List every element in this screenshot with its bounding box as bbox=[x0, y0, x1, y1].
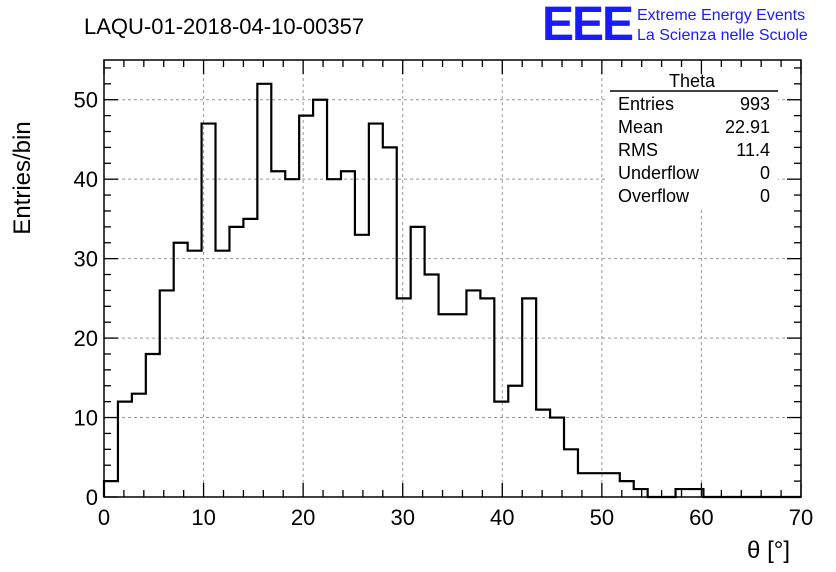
grid-lines bbox=[104, 60, 801, 497]
histogram-bin bbox=[676, 489, 690, 497]
stats-box-title: Theta bbox=[669, 71, 716, 91]
histogram-bin bbox=[243, 219, 257, 497]
histogram-bin bbox=[327, 179, 341, 497]
histogram-bin bbox=[285, 179, 299, 497]
histogram-bin bbox=[508, 386, 522, 497]
histogram-bin bbox=[536, 410, 550, 497]
axis-ticks bbox=[103, 60, 802, 498]
histogram-bin bbox=[174, 243, 188, 497]
y-tick-label: 40 bbox=[74, 167, 98, 192]
histogram-bin bbox=[257, 84, 271, 497]
y-tick-labels: 0 10 20 30 40 50 bbox=[74, 88, 98, 510]
histogram-bin bbox=[160, 290, 174, 497]
x-tick-label: 30 bbox=[390, 505, 414, 530]
stats-value-entries: 993 bbox=[740, 94, 770, 114]
histogram-bin bbox=[355, 235, 369, 497]
histogram-bin bbox=[439, 314, 453, 497]
histogram-bin bbox=[564, 449, 578, 497]
eee-logo: EEE Extreme Energy Events La Scienza nel… bbox=[542, 0, 808, 51]
stats-label-rms: RMS bbox=[618, 140, 658, 160]
histogram-bin bbox=[369, 124, 383, 497]
y-tick-label: 10 bbox=[74, 406, 98, 431]
histogram-bars bbox=[102, 82, 801, 499]
plot-frame bbox=[103, 59, 802, 498]
x-tick-labels: 0 10 20 30 40 50 60 70 bbox=[98, 505, 813, 530]
histogram-bin bbox=[592, 473, 606, 497]
stats-box: Theta Entries 993 Mean 22.91 RMS 11.4 Un… bbox=[606, 71, 778, 210]
x-axis-title: θ [°] bbox=[747, 537, 790, 564]
x-tick-label: 10 bbox=[191, 505, 215, 530]
histogram-bin bbox=[411, 227, 425, 497]
stats-value-mean: 22.91 bbox=[725, 117, 770, 137]
histogram-bin bbox=[146, 354, 160, 497]
histogram-bin bbox=[299, 116, 313, 497]
histogram-bin bbox=[271, 171, 285, 497]
histogram-bin bbox=[494, 402, 508, 497]
y-tick-label: 20 bbox=[74, 326, 98, 351]
eee-logo-mark: EEE bbox=[542, 0, 633, 51]
x-tick-label: 60 bbox=[689, 505, 713, 530]
histogram-bin bbox=[216, 251, 230, 497]
stats-value-rms: 11.4 bbox=[736, 140, 770, 160]
stats-label-overflow: Overflow bbox=[618, 186, 690, 206]
histogram-bin bbox=[480, 298, 494, 497]
histogram-bin bbox=[118, 402, 132, 497]
histogram-bin bbox=[202, 124, 216, 497]
x-tick-label: 70 bbox=[789, 505, 813, 530]
histogram-bin bbox=[132, 394, 146, 497]
chart-title: LAQU-01-2018-04-10-00357 bbox=[84, 14, 364, 39]
histogram-bin bbox=[425, 275, 439, 497]
y-tick-label: 30 bbox=[74, 247, 98, 272]
histogram-bin bbox=[550, 418, 564, 497]
histogram-bin bbox=[578, 473, 592, 497]
histogram-bin bbox=[466, 290, 480, 497]
y-tick-label: 50 bbox=[74, 88, 98, 113]
stats-label-mean: Mean bbox=[618, 117, 663, 137]
histogram-bin bbox=[313, 100, 327, 497]
histogram-bin bbox=[383, 147, 397, 497]
stats-value-underflow: 0 bbox=[760, 163, 770, 183]
histogram-outline bbox=[102, 82, 801, 499]
stats-label-entries: Entries bbox=[618, 94, 674, 114]
histogram-bin bbox=[104, 481, 118, 497]
stats-value-overflow: 0 bbox=[760, 186, 770, 206]
x-tick-label: 50 bbox=[590, 505, 614, 530]
histogram-bin bbox=[229, 227, 243, 497]
eee-logo-line1: Extreme Energy Events bbox=[637, 7, 805, 24]
eee-logo-line2: La Scienza nelle Scuole bbox=[637, 27, 808, 44]
x-tick-label: 40 bbox=[490, 505, 514, 530]
histogram-bin bbox=[341, 171, 355, 497]
histogram-bin bbox=[397, 298, 411, 497]
x-tick-label: 0 bbox=[98, 505, 110, 530]
y-tick-label: 0 bbox=[86, 485, 98, 510]
histogram-bin bbox=[453, 314, 467, 497]
histogram-bin bbox=[188, 251, 202, 497]
stats-label-underflow: Underflow bbox=[618, 163, 700, 183]
x-tick-label: 20 bbox=[291, 505, 315, 530]
y-axis-title: Entries/bin bbox=[9, 121, 36, 234]
histogram-bin bbox=[634, 489, 648, 497]
histogram-bin bbox=[522, 298, 536, 497]
histogram-bin bbox=[606, 473, 620, 497]
